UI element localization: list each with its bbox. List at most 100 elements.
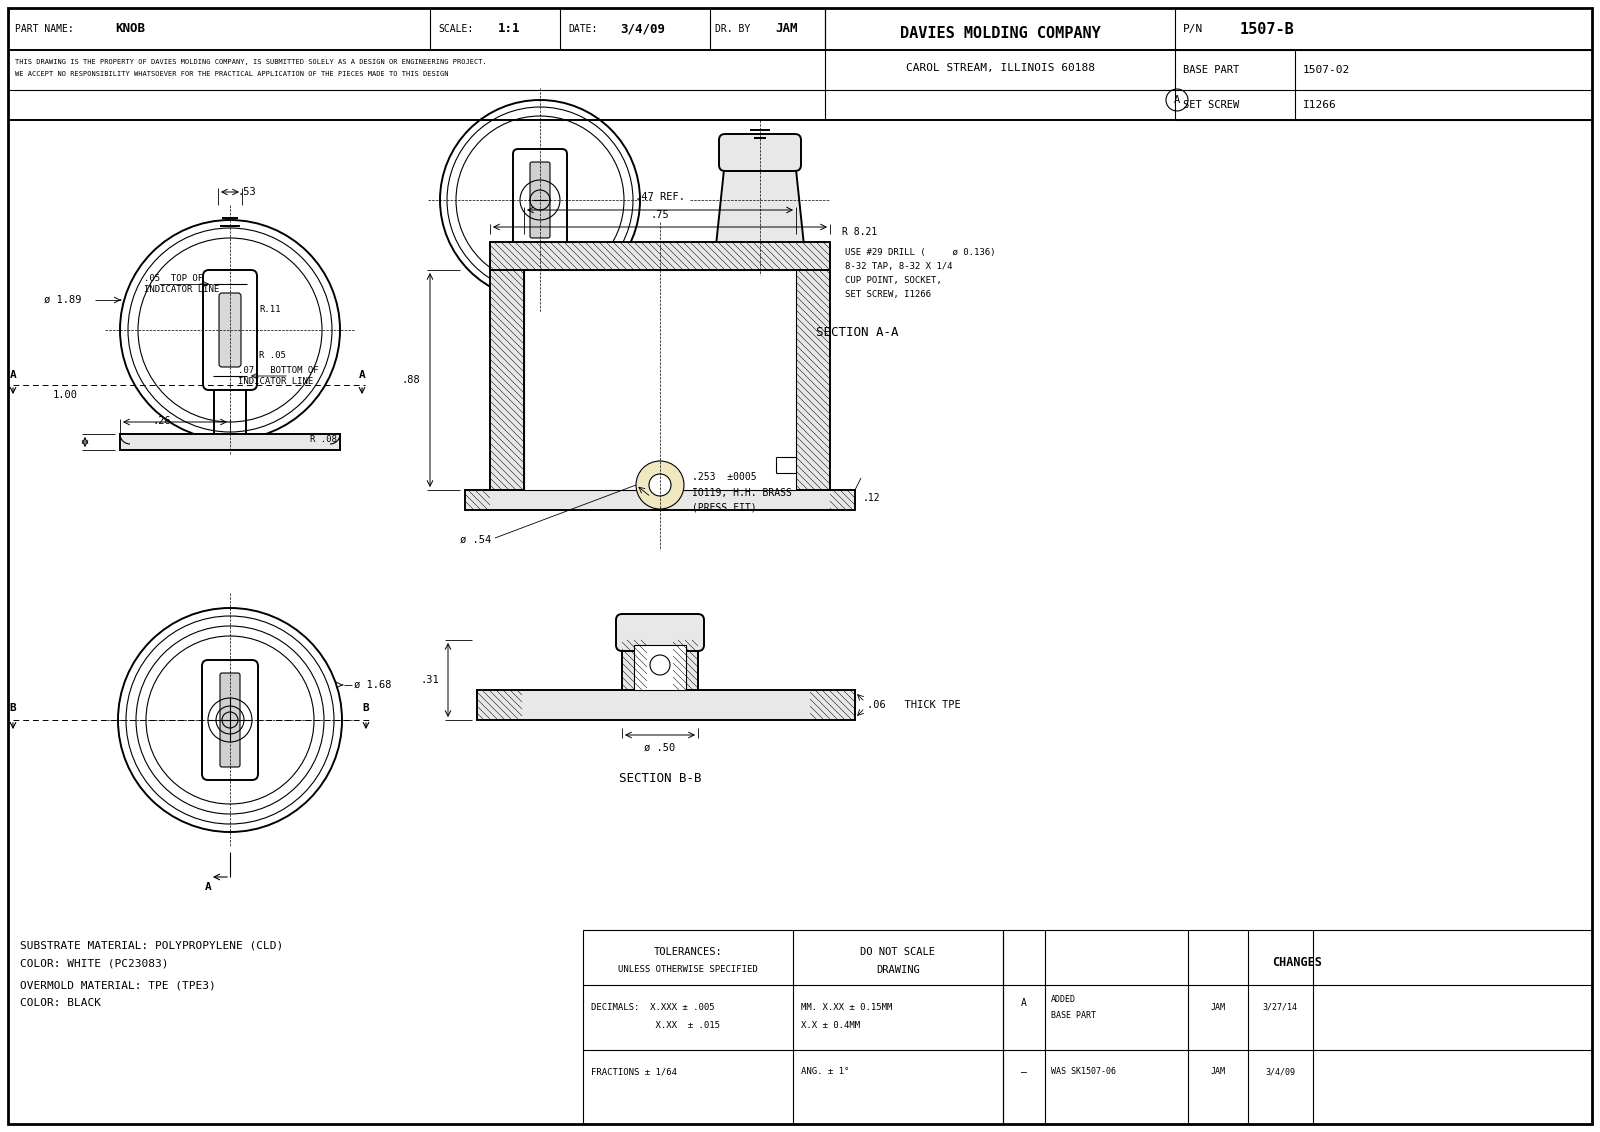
- Bar: [622, 640, 698, 691]
- Text: 1507-B: 1507-B: [1240, 22, 1294, 36]
- Text: R 8.21: R 8.21: [842, 228, 877, 237]
- Text: SET SCREW: SET SCREW: [1182, 100, 1240, 110]
- Text: KNOB: KNOB: [115, 23, 146, 35]
- Bar: [490, 271, 525, 490]
- Text: .05  TOP OF
INDICATOR LINE: .05 TOP OF INDICATOR LINE: [144, 274, 219, 293]
- Bar: [634, 645, 686, 691]
- Text: PART NAME:: PART NAME:: [14, 24, 74, 34]
- FancyBboxPatch shape: [616, 614, 704, 651]
- Text: ADDED: ADDED: [1051, 995, 1075, 1003]
- Text: .07   BOTTOM OF
INDICATOR LINE: .07 BOTTOM OF INDICATOR LINE: [238, 367, 318, 386]
- Text: A: A: [1021, 998, 1027, 1007]
- Text: FRACTIONS ± 1/64: FRACTIONS ± 1/64: [590, 1067, 677, 1077]
- Text: 1:1: 1:1: [498, 23, 520, 35]
- Text: .26: .26: [152, 415, 171, 426]
- Text: 1507-02: 1507-02: [1302, 65, 1350, 75]
- Text: BASE PART: BASE PART: [1051, 1011, 1096, 1020]
- Text: (PRESS FIT): (PRESS FIT): [691, 501, 757, 512]
- Text: SECTION A-A: SECTION A-A: [816, 326, 899, 340]
- Text: DECIMALS:  X.XXX ± .005: DECIMALS: X.XXX ± .005: [590, 1003, 715, 1012]
- Bar: [694, 255, 826, 269]
- Text: .47 REF.: .47 REF.: [635, 192, 685, 201]
- Text: .253  ±0005: .253 ±0005: [691, 472, 757, 482]
- Text: ø 1.89: ø 1.89: [45, 295, 82, 305]
- Text: COLOR: WHITE (PC23083): COLOR: WHITE (PC23083): [19, 958, 168, 968]
- FancyBboxPatch shape: [203, 271, 258, 391]
- FancyBboxPatch shape: [718, 134, 802, 171]
- Text: .53: .53: [238, 187, 256, 197]
- Text: DO NOT SCALE: DO NOT SCALE: [861, 947, 936, 957]
- Text: DRAWING: DRAWING: [877, 964, 920, 975]
- Text: P/N: P/N: [1182, 24, 1203, 34]
- Text: CUP POINT, SOCKET,: CUP POINT, SOCKET,: [845, 275, 942, 284]
- Polygon shape: [715, 160, 805, 255]
- Text: A: A: [205, 882, 211, 892]
- Text: DATE:: DATE:: [568, 24, 597, 34]
- Text: DAVIES MOLDING COMPANY: DAVIES MOLDING COMPANY: [899, 26, 1101, 41]
- Text: SECTION B-B: SECTION B-B: [619, 772, 701, 784]
- FancyBboxPatch shape: [530, 162, 550, 238]
- Text: TOLERANCES:: TOLERANCES:: [654, 947, 722, 957]
- Text: THIS DRAWING IS THE PROPERTY OF DAVIES MOLDING COMPANY, IS SUBMITTED SOLELY AS A: THIS DRAWING IS THE PROPERTY OF DAVIES M…: [14, 59, 486, 65]
- Bar: [490, 242, 830, 271]
- Text: DR. BY: DR. BY: [715, 24, 750, 34]
- FancyBboxPatch shape: [221, 674, 240, 767]
- Text: .75: .75: [651, 211, 669, 220]
- Text: BASE PART: BASE PART: [1182, 65, 1240, 75]
- Bar: [1003, 931, 1592, 1124]
- Text: ANG. ± 1°: ANG. ± 1°: [802, 1067, 850, 1077]
- Text: CAROL STREAM, ILLINOIS 60188: CAROL STREAM, ILLINOIS 60188: [906, 63, 1094, 72]
- Text: USE #29 DRILL (     ø 0.136): USE #29 DRILL ( ø 0.136): [845, 248, 995, 257]
- Text: ø 1.68: ø 1.68: [354, 680, 392, 691]
- Text: 1.00: 1.00: [53, 391, 78, 400]
- Text: A: A: [358, 370, 365, 380]
- Text: JAM: JAM: [1211, 1003, 1226, 1012]
- Text: SUBSTRATE MATERIAL: POLYPROPYLENE (CLD): SUBSTRATE MATERIAL: POLYPROPYLENE (CLD): [19, 940, 283, 950]
- Text: .31: .31: [421, 675, 438, 685]
- Text: B: B: [10, 703, 16, 713]
- Text: B: B: [363, 703, 370, 713]
- Text: .06   THICK TPE: .06 THICK TPE: [867, 700, 960, 710]
- Text: .88: .88: [402, 375, 419, 385]
- Bar: [797, 271, 830, 490]
- Text: R.11: R.11: [259, 306, 280, 315]
- Text: WE ACCEPT NO RESPONSIBILITY WHATSOEVER FOR THE PRACTICAL APPLICATION OF THE PIEC: WE ACCEPT NO RESPONSIBILITY WHATSOEVER F…: [14, 71, 448, 77]
- Text: UNLESS OTHERWISE SPECIFIED: UNLESS OTHERWISE SPECIFIED: [618, 966, 758, 975]
- Text: X.XX  ± .015: X.XX ± .015: [590, 1021, 720, 1029]
- Text: IO119, H.H. BRASS: IO119, H.H. BRASS: [691, 488, 792, 498]
- Text: CHANGES: CHANGES: [1272, 955, 1322, 969]
- Text: A: A: [1174, 95, 1181, 105]
- Text: 3/4/09: 3/4/09: [1266, 1067, 1294, 1077]
- Text: JAM: JAM: [774, 23, 797, 35]
- Text: 8-32 TAP, 8-32 X 1/4: 8-32 TAP, 8-32 X 1/4: [845, 261, 952, 271]
- Bar: [477, 691, 854, 720]
- Text: –: –: [1021, 1067, 1027, 1077]
- Text: SET SCREW, I1266: SET SCREW, I1266: [845, 290, 931, 299]
- Text: X.X ± 0.4MM: X.X ± 0.4MM: [802, 1021, 861, 1029]
- Text: 3/27/14: 3/27/14: [1262, 1003, 1298, 1012]
- Text: I1266: I1266: [1302, 100, 1336, 110]
- Circle shape: [650, 474, 670, 496]
- Circle shape: [637, 461, 685, 509]
- Text: .12: .12: [862, 494, 880, 503]
- Text: WAS SK1507-06: WAS SK1507-06: [1051, 1067, 1117, 1077]
- Text: MM. X.XX ± 0.15MM: MM. X.XX ± 0.15MM: [802, 1003, 893, 1012]
- Text: R .08: R .08: [310, 435, 338, 444]
- Text: COLOR: BLACK: COLOR: BLACK: [19, 998, 101, 1007]
- FancyBboxPatch shape: [219, 293, 242, 367]
- Text: SCALE:: SCALE:: [438, 24, 474, 34]
- Text: A: A: [10, 370, 16, 380]
- Text: OVERMOLD MATERIAL: TPE (TPE3): OVERMOLD MATERIAL: TPE (TPE3): [19, 980, 216, 990]
- FancyBboxPatch shape: [514, 149, 566, 251]
- Bar: [120, 434, 339, 451]
- Text: ø .54: ø .54: [461, 535, 491, 544]
- Text: 3/4/09: 3/4/09: [621, 23, 666, 35]
- FancyBboxPatch shape: [202, 660, 258, 780]
- Text: R .05: R .05: [259, 351, 286, 360]
- Circle shape: [650, 655, 670, 675]
- Text: JAM: JAM: [1211, 1067, 1226, 1077]
- Bar: [582, 931, 1003, 1124]
- Bar: [466, 490, 854, 511]
- Text: ø .50: ø .50: [645, 743, 675, 753]
- Bar: [525, 271, 797, 490]
